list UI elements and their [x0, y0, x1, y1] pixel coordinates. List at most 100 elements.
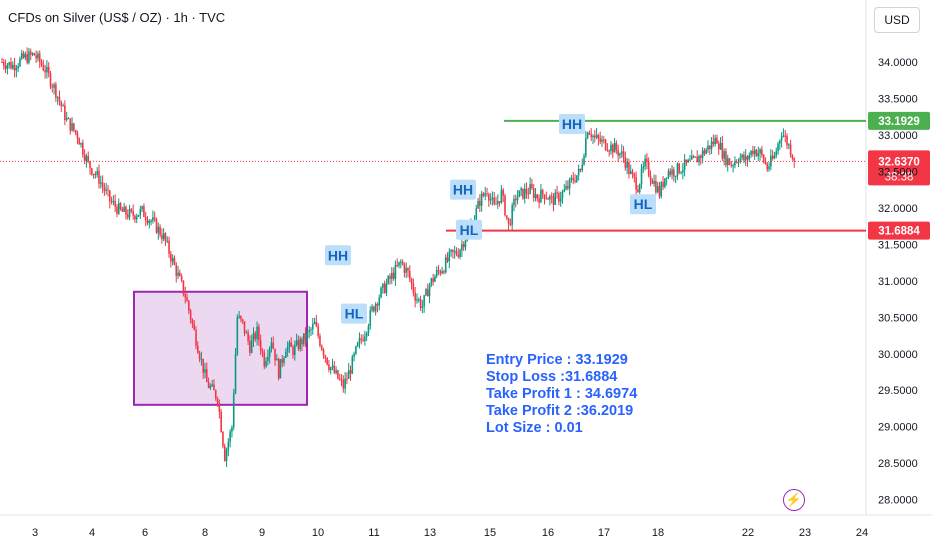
candle-body: [326, 357, 328, 365]
candle-body: [425, 289, 427, 296]
candle-body: [572, 177, 575, 181]
candle-body: [664, 178, 666, 187]
candle-body: [782, 135, 785, 137]
candle-body: [306, 332, 309, 340]
candle-body: [265, 360, 267, 367]
candle-body: [319, 335, 321, 346]
candle-body: [281, 359, 284, 363]
candle-body: [1, 62, 3, 63]
candle-body: [439, 271, 442, 274]
candle-body: [444, 257, 447, 273]
candle-body: [279, 359, 282, 379]
candle-body: [107, 189, 109, 191]
candle-body: [629, 171, 632, 174]
candle-body: [274, 348, 276, 361]
candle-body: [480, 193, 483, 206]
candle-body: [619, 153, 621, 156]
candle-body: [712, 141, 715, 145]
y-tick-label: 29.5000: [878, 385, 918, 397]
candle-body: [505, 215, 508, 218]
candle-body: [121, 209, 124, 212]
x-tick-label: 3: [32, 527, 38, 539]
candle-body: [301, 338, 303, 345]
candle-body: [717, 143, 720, 150]
candle-body: [231, 427, 233, 432]
candle-body: [762, 154, 765, 162]
candle-body: [617, 149, 619, 156]
candle-body: [588, 132, 591, 135]
candle-body: [421, 306, 424, 308]
candle-body: [387, 276, 390, 284]
candle-body: [355, 346, 357, 354]
candle-body: [46, 66, 48, 73]
candle-body: [110, 201, 113, 203]
candle-body: [739, 157, 742, 162]
candle-body: [775, 151, 778, 156]
candle-body: [188, 301, 190, 311]
candle-body: [358, 338, 361, 343]
candle-body: [62, 105, 64, 107]
candle-body: [750, 150, 752, 156]
candle-body: [304, 333, 307, 340]
candle-body: [331, 365, 334, 368]
candle-body: [554, 192, 557, 205]
candle-body: [328, 364, 330, 371]
candle-body: [398, 261, 400, 266]
candle-body: [457, 254, 460, 257]
candle-body: [186, 297, 188, 302]
candle-body: [58, 96, 61, 102]
candle-body: [615, 142, 618, 150]
candle-body: [218, 403, 221, 412]
candle-body: [518, 190, 521, 197]
candle-body: [527, 193, 530, 195]
candle-body: [114, 200, 116, 207]
currency-button[interactable]: USD: [874, 7, 920, 33]
candle-body: [117, 203, 120, 214]
candle-body: [416, 299, 418, 301]
candle-body: [502, 189, 504, 196]
candle-body: [222, 432, 224, 446]
y-tick-label: 32.5000: [878, 166, 918, 178]
candle-body: [371, 306, 373, 311]
x-axis: 3 4 6 8 9 10 11 13 15 16 17 18 22 23 24: [32, 527, 868, 539]
candle-body: [180, 276, 183, 281]
candle-body: [78, 138, 81, 145]
candle-body: [694, 156, 697, 158]
x-tick-label: 6: [142, 527, 148, 539]
candle-body: [757, 153, 760, 157]
candle-body: [60, 101, 63, 107]
candle-body: [294, 344, 296, 355]
candle-body: [286, 346, 289, 352]
candle-body: [602, 139, 605, 141]
flash-icon[interactable]: ⚡: [783, 489, 805, 511]
candle-body: [356, 342, 359, 347]
candle-body: [292, 347, 294, 355]
candle-body: [220, 411, 222, 433]
candle-body: [710, 141, 713, 150]
candle-body: [604, 139, 607, 150]
candle-body: [173, 258, 176, 265]
candle-body: [232, 393, 235, 428]
candle-body: [549, 196, 551, 200]
candle-body: [613, 142, 616, 153]
candle-body: [734, 161, 736, 166]
candle-body: [504, 195, 506, 216]
candle-body: [243, 321, 246, 333]
candle-body: [207, 382, 210, 388]
candle-body: [531, 184, 533, 189]
candle-body: [241, 319, 244, 322]
candle-body: [65, 118, 68, 121]
candle-body: [771, 155, 774, 159]
candle-body: [635, 177, 637, 190]
candle-body: [595, 135, 598, 138]
price-level-tag: [868, 221, 930, 240]
candle-body: [392, 272, 395, 279]
candle-body: [150, 220, 152, 222]
y-tick-label: 29.0000: [878, 422, 918, 434]
candle-body: [19, 58, 21, 67]
candle-body: [256, 326, 258, 340]
pattern-label-bg: [325, 245, 351, 266]
candle-body: [435, 270, 438, 277]
candle-body: [644, 158, 646, 167]
